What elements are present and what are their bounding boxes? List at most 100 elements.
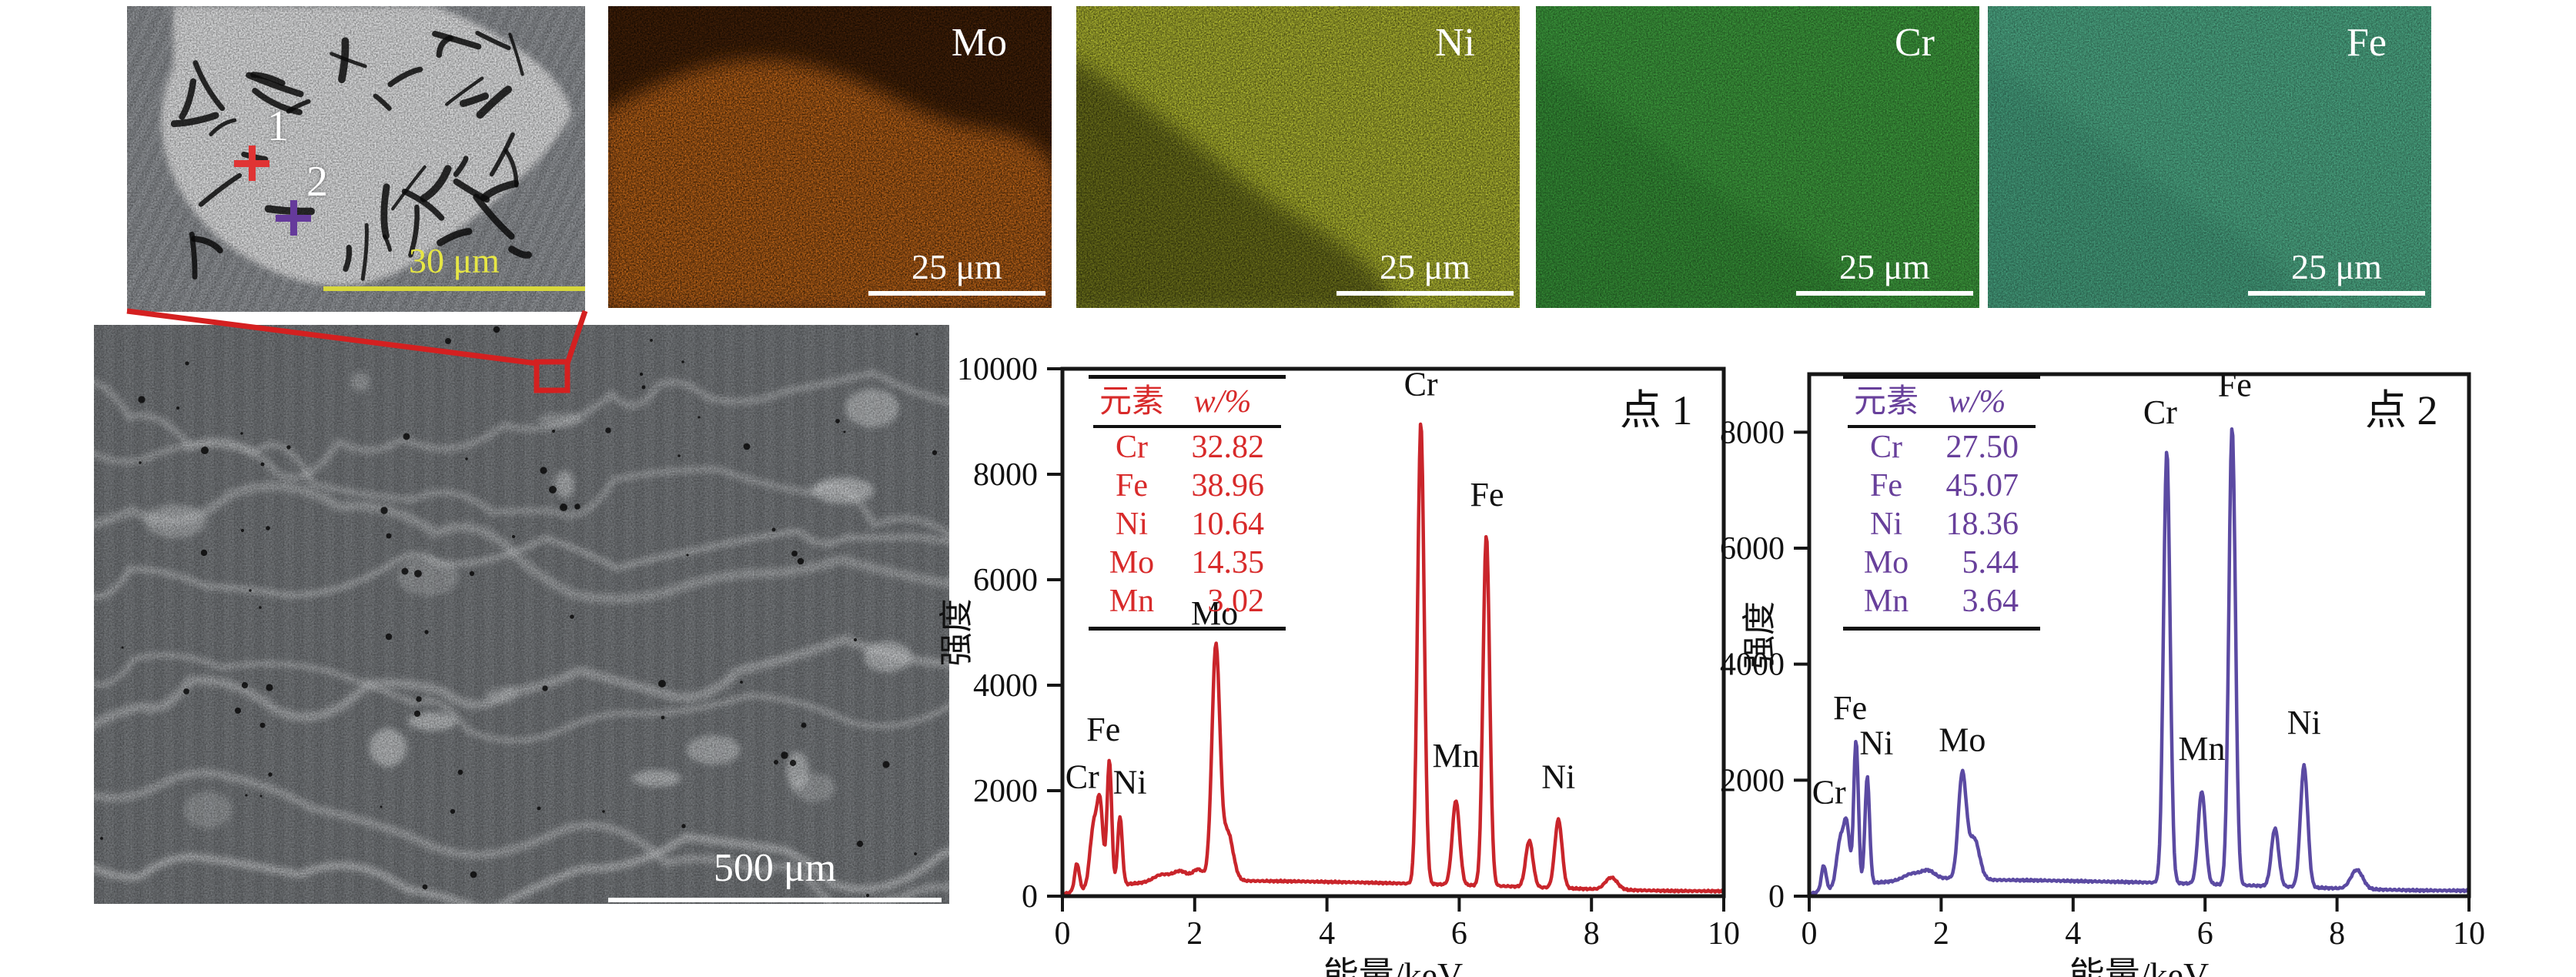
peak-label-Mn: Mn — [1433, 737, 1480, 775]
peak-label-Cr: Cr — [1812, 773, 1846, 811]
ni-map-texture — [1076, 6, 1520, 308]
x-axis-title: 能量/keV — [2069, 955, 2209, 977]
element-wt-percent: 3.64 — [1962, 584, 2019, 619]
element-wt-percent: 45.07 — [1945, 468, 2019, 504]
mo-map-texture — [608, 6, 1052, 308]
x-tick-label: 6 — [1451, 916, 1467, 952]
inset-sem-texture — [127, 6, 585, 312]
x-tick-label: 8 — [1584, 916, 1600, 952]
table-row: Ni 10.64 — [1093, 505, 1281, 544]
y-tick-label: 0 — [1768, 879, 1785, 915]
peak-label-Ni: Ni — [2287, 704, 2321, 741]
table-row: Mo 5.44 — [1848, 544, 2036, 582]
x-tick-label: 10 — [2453, 916, 2485, 952]
element-wt-percent: 5.44 — [1962, 545, 2019, 581]
point-1-marker-label: 1 — [267, 102, 289, 150]
element-symbol: Mn — [1109, 584, 1155, 619]
mo-scale-bar-line — [868, 291, 1045, 296]
table-row: Cr 27.50 — [1848, 428, 2036, 467]
element-wt-percent: 14.35 — [1191, 545, 1265, 581]
point-2-cross-marker — [276, 200, 311, 236]
y-axis-title: 强度 — [1741, 601, 1778, 669]
y-tick-label: 2000 — [1720, 763, 1785, 798]
y-tick-label: 8000 — [1720, 415, 1785, 450]
cr-scale-bar: 25 μm — [1796, 249, 1973, 296]
mo-map-label: Mo — [951, 21, 1007, 65]
table-row: Fe 38.96 — [1093, 467, 1281, 505]
mo-scale-bar: 25 μm — [868, 249, 1045, 296]
fe-scale-bar-label: 25 μm — [2291, 247, 2382, 286]
peak-label-Cr: Cr — [2143, 393, 2177, 431]
peak-label-Cr: Cr — [1066, 758, 1099, 796]
ni-scale-bar-label: 25 μm — [1380, 247, 1470, 286]
x-tick-label: 8 — [2329, 916, 2345, 952]
table-row: Mn 3.02 — [1093, 582, 1281, 621]
element-symbol: Ni — [1116, 507, 1148, 542]
overview-scale-bar-label: 500 μm — [713, 846, 837, 890]
x-tick-label: 2 — [1933, 916, 1949, 952]
element-wt-percent: 3.02 — [1207, 584, 1265, 619]
point-1-cross-marker — [234, 146, 269, 181]
peak-label-Mo: Mo — [1939, 721, 1986, 759]
y-tick-label: 0 — [1022, 879, 1038, 915]
peak-label-Ni: Ni — [1541, 758, 1575, 796]
y-tick-label: 6000 — [1720, 531, 1785, 567]
peak-label-Fe: Fe — [1470, 476, 1504, 514]
table-header: 元素 w/% — [1093, 380, 1281, 428]
y-tick-label: 4000 — [1720, 647, 1785, 683]
table-row: Mo 14.35 — [1093, 544, 1281, 582]
fe-map-label: Fe — [2347, 21, 2387, 65]
overview-sem-texture — [94, 325, 949, 904]
table-row: Fe 45.07 — [1848, 467, 2036, 505]
peak-label-Fe: Fe — [1086, 711, 1120, 748]
point-2-composition-table: 元素 w/% Cr 27.50 Fe 45.07 Ni 18.36 Mo 5.44 Mn 3.64 — [1843, 375, 2040, 631]
y-tick-label: 2000 — [973, 774, 1038, 809]
y-tick-label: 4000 — [973, 668, 1038, 704]
x-tick-label: 6 — [2197, 916, 2213, 952]
peak-label-Fe: Fe — [2218, 366, 2252, 404]
overview-scale-bar-line — [608, 898, 942, 902]
element-symbol: Cr — [1116, 430, 1148, 465]
element-symbol: Mo — [1863, 545, 1909, 581]
x-tick-label: 0 — [1055, 916, 1071, 952]
table-header: 元素 w/% — [1848, 380, 2036, 428]
overview-scale-bar: 500 μm — [608, 848, 942, 902]
y-tick-label: 6000 — [973, 563, 1038, 598]
point-1-composition-table: 元素 w/% Cr 32.82 Fe 38.96 Ni 10.64 Mo 14.35 Mn 3.02 — [1089, 375, 1286, 631]
cr-scale-bar-label: 25 μm — [1839, 247, 1930, 286]
point-2-marker-label: 2 — [306, 158, 328, 206]
x-tick-label: 0 — [1802, 916, 1818, 952]
fe-scale-bar: 25 μm — [2248, 249, 2425, 296]
fe-map-texture — [1988, 6, 2431, 308]
element-wt-percent: 10.64 — [1191, 507, 1265, 542]
peak-label-Ni: Ni — [1859, 724, 1893, 761]
y-tick-label: 8000 — [973, 457, 1038, 493]
element-wt-percent: 27.50 — [1945, 430, 2019, 465]
eds-map-fe: Fe 25 μm — [1988, 6, 2431, 308]
element-symbol: Mo — [1109, 545, 1155, 581]
cr-map-label: Cr — [1895, 21, 1935, 65]
element-symbol: Cr — [1870, 430, 1902, 465]
header-wt-percent: w/% — [1948, 384, 2006, 420]
header-element: 元素 — [1853, 384, 1919, 420]
fe-scale-bar-line — [2248, 291, 2425, 296]
eds-map-mo: Mo 25 μm — [608, 6, 1052, 308]
x-axis-title: 能量/keV — [1323, 955, 1463, 977]
cr-scale-bar-line — [1796, 291, 1973, 296]
inset-scale-bar-label: 30 μm — [409, 241, 500, 280]
element-symbol: Fe — [1870, 468, 1902, 504]
element-symbol: Fe — [1116, 468, 1148, 504]
element-wt-percent: 18.36 — [1945, 507, 2019, 542]
peak-label-Fe: Fe — [1833, 689, 1867, 727]
point-2-title: 点 2 — [2365, 387, 2438, 433]
header-wt-percent: w/% — [1193, 384, 1252, 420]
x-tick-label: 4 — [1319, 916, 1335, 952]
y-tick-label: 10000 — [957, 352, 1038, 387]
element-symbol: Ni — [1870, 507, 1902, 542]
inset-scale-bar-line — [323, 286, 585, 291]
eds-map-cr: Cr 25 μm — [1536, 6, 1979, 308]
header-element: 元素 — [1099, 384, 1164, 420]
ni-scale-bar: 25 μm — [1337, 249, 1514, 296]
